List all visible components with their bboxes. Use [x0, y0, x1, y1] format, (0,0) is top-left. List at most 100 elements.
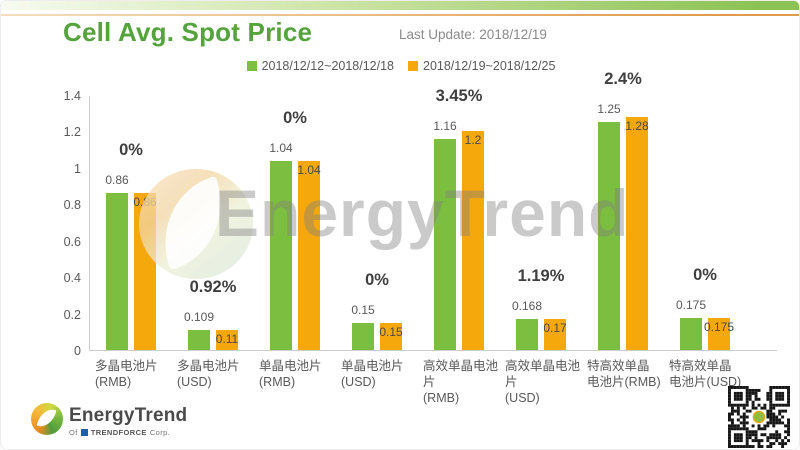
category-label-line: (RMB): [423, 391, 460, 405]
bar-current-period: [626, 116, 648, 350]
category-label: 多晶电池片 (RMB): [89, 358, 175, 390]
energytrend-logo: EnergyTrend Of TRENDFORCE Corp.: [31, 403, 187, 437]
logo-texts: EnergyTrend Of TRENDFORCE Corp.: [69, 405, 188, 438]
y-axis-tick-label: 0.2: [63, 307, 81, 322]
bar-value-label: 0.11: [215, 331, 239, 346]
category-label-line: 高效单晶电池片: [423, 359, 499, 389]
bar-current-period: [544, 319, 566, 350]
bar-group-1: 0.109 0.11 0.92%: [172, 96, 254, 350]
y-axis-tick-label: 0.6: [63, 234, 81, 249]
bar-prev-period: [598, 122, 620, 350]
bar-value-label: 1.28: [625, 118, 649, 133]
category-label: 特高效单晶电池片(USD): [663, 358, 749, 390]
category-label: 单晶电池片 (RMB): [253, 358, 339, 390]
category-label-line: 多晶电池片: [95, 359, 158, 373]
bar-value-label: 0.15: [379, 324, 403, 339]
bar-prev-period: [680, 318, 702, 350]
y-axis-tick-label: 0: [74, 344, 81, 358]
y-axis-tick-label: 1: [74, 161, 81, 176]
change-percent-label: 0.92%: [189, 278, 237, 297]
bar-current-period: [462, 131, 484, 350]
change-percent-label: 0%: [693, 266, 717, 285]
bar-group-2: 1.04 1.04 0%: [254, 96, 336, 350]
bar-prev-period: [352, 322, 374, 350]
legend-label: 2018/12/12~2018/12/18: [261, 59, 394, 73]
bar-value-label: 0.15: [351, 302, 375, 317]
category-label: 单晶电池片 (USD): [335, 358, 421, 390]
bar-prev-period: [106, 193, 128, 350]
subbrand-line: Of TRENDFORCE Corp.: [69, 428, 187, 437]
bar-prev-period: [188, 330, 210, 350]
bar-value-label: 0.17: [543, 321, 567, 336]
category-label-line: 多晶电池片: [177, 359, 240, 373]
bar-value-label: 0.175: [675, 298, 707, 313]
last-update-label: Last Update: 2018/12/19: [399, 27, 547, 42]
page-title: Cell Avg. Spot Price: [63, 17, 313, 47]
bar-current-period: [380, 322, 402, 350]
category-label-line: 特高效单晶: [669, 359, 732, 373]
category-label: 多晶电池片 (USD): [171, 358, 257, 390]
legend-color-swatch: [246, 61, 257, 71]
change-percent-label: 3.45%: [435, 86, 483, 105]
category-label-line: (USD): [505, 391, 540, 405]
trendforce-square-icon: [80, 429, 88, 436]
category-label: 特高效单晶电池片(RMB): [581, 358, 667, 390]
bar-group-4: 1.16 1.2 3.45%: [418, 87, 500, 350]
bar-group-5: 0.168 0.17 1.19%: [500, 96, 582, 350]
top-green-band: [1, 1, 799, 10]
bar-prev-period: [434, 138, 456, 350]
category-label-line: 电池片(USD): [669, 375, 742, 389]
subbrand-of: Of: [69, 428, 78, 437]
bar-current-period: [708, 318, 730, 350]
y-axis-tick-label: 0.4: [63, 271, 81, 286]
bar-value-label: 1.25: [597, 102, 621, 117]
change-percent-label: 0%: [365, 270, 389, 289]
bar-value-label: 0.86: [133, 195, 157, 210]
bar-current-period: [216, 329, 238, 350]
chart-legend: 2018/12/12~2018/12/18 2018/12/19~2018/12/…: [1, 59, 799, 73]
category-label: 高效单晶电池片 (USD): [499, 358, 585, 406]
brand-name: EnergyTrend: [69, 405, 188, 426]
change-percent-label: 0%: [119, 141, 143, 160]
bar-value-label: 1.04: [297, 162, 321, 177]
qr-code: [728, 386, 790, 448]
bar-value-label: 0.175: [703, 320, 735, 335]
bar-chart-plot-area: 0.86 0.86 0% 0.109 0.11 0.92% 1.04 1.04 0% 0.15 0.…: [89, 70, 777, 351]
bar-current-period: [134, 193, 156, 350]
category-label-line: 高效单晶电池片: [505, 359, 581, 389]
energytrend-leaf-icon: [31, 403, 63, 435]
bar-group-0: 0.86 0.86 0%: [90, 96, 172, 350]
category-label-line: 电池片(RMB): [587, 375, 661, 389]
top-orange-line: [1, 14, 799, 16]
legend-item-1: 2018/12/19~2018/12/25: [408, 59, 555, 73]
bar-group-6: 1.25 1.28 2.4%: [582, 70, 664, 350]
bar-prev-period: [516, 319, 538, 350]
change-percent-label: 1.19%: [517, 267, 565, 286]
category-label-line: (USD): [177, 375, 212, 389]
category-label-line: 单晶电池片: [259, 359, 322, 373]
bar-value-label: 0.109: [183, 310, 215, 325]
category-label: 高效单晶电池片 (RMB): [417, 358, 503, 406]
subbrand-name: TRENDFORCE: [90, 428, 147, 437]
y-axis-tick-label: 0.8: [63, 198, 81, 213]
category-label-line: 特高效单晶: [587, 359, 650, 373]
bar-group-7: 0.175 0.175 0%: [664, 96, 746, 350]
category-label-line: (RMB): [259, 375, 296, 389]
legend-label: 2018/12/19~2018/12/25: [423, 59, 556, 73]
legend-color-swatch: [408, 61, 418, 71]
bar-value-label: 1.16: [433, 118, 457, 133]
bar-value-label: 0.168: [511, 299, 543, 314]
bar-prev-period: [270, 160, 292, 350]
category-label-line: 单晶电池片: [341, 359, 404, 373]
legend-item-0: 2018/12/12~2018/12/18: [246, 59, 394, 73]
subbrand-suffix: Corp.: [149, 428, 171, 437]
y-axis-tick-label: 1.2: [63, 125, 81, 140]
change-percent-label: 0%: [283, 108, 307, 127]
bar-group-3: 0.15 0.15 0%: [336, 96, 418, 350]
x-axis-category-labels: 多晶电池片 (RMB) 多晶电池片 (USD) 单晶电池片 (RMB) 单晶电池片 (USD)…: [89, 358, 777, 405]
bar-value-label: 0.86: [105, 173, 129, 188]
y-axis-tick-label: 1.4: [63, 89, 81, 103]
bar-current-period: [298, 160, 320, 350]
bar-value-label: 1.2: [464, 133, 482, 148]
